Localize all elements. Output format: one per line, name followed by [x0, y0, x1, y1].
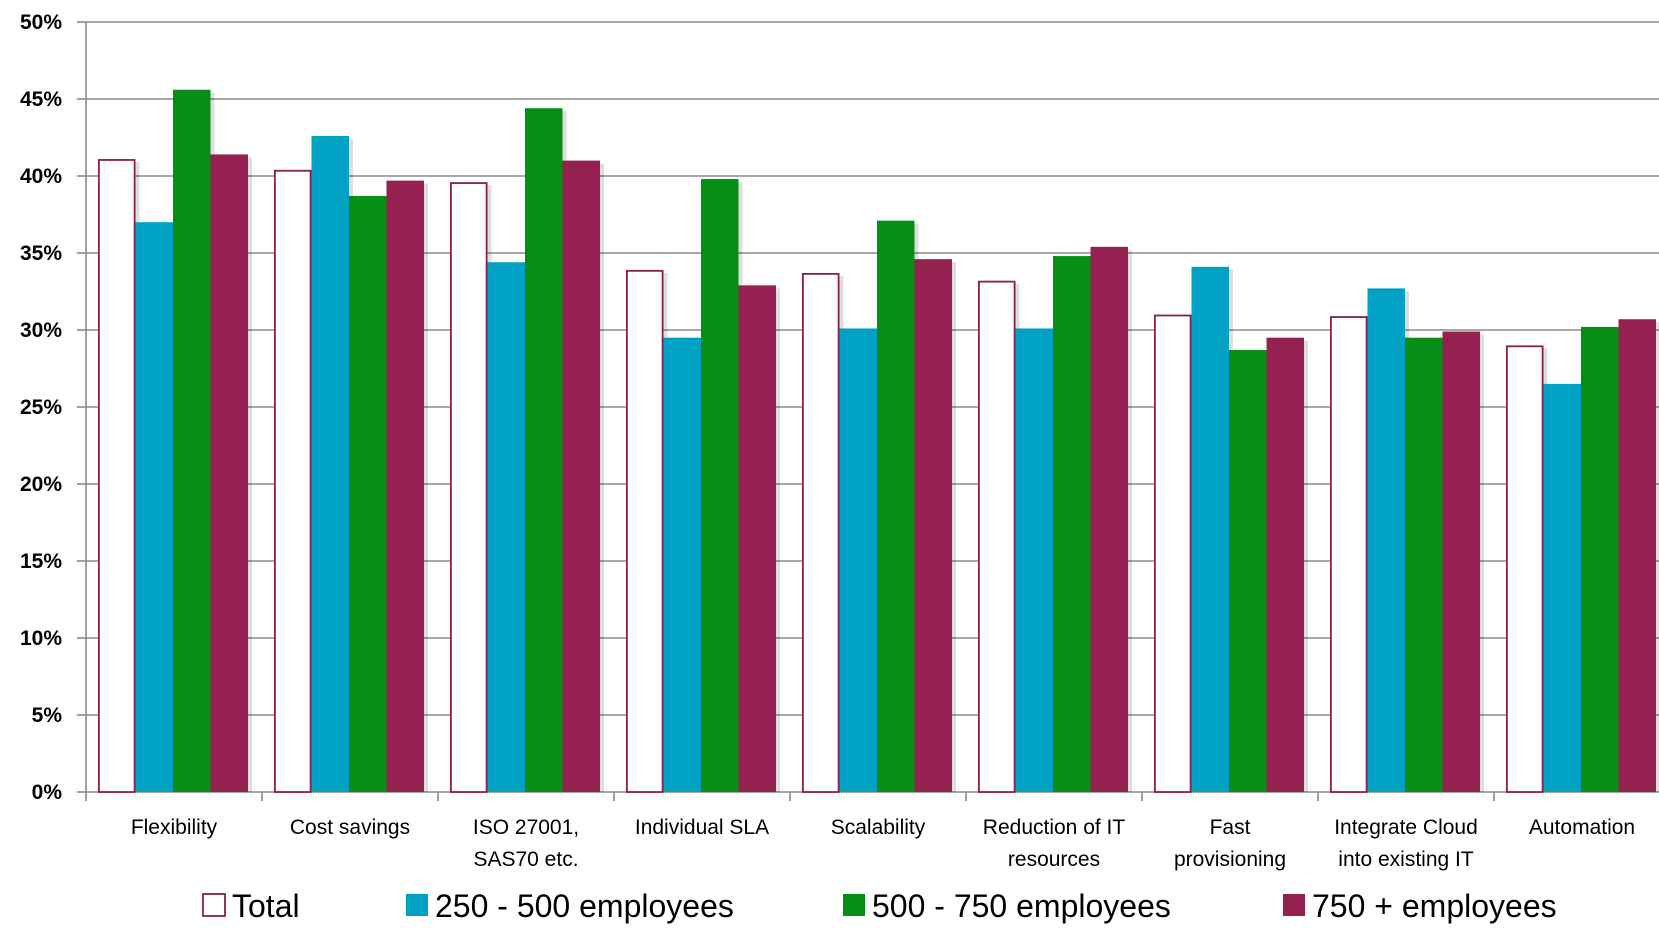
bar-750-employees: [386, 180, 424, 792]
bar-total: [978, 280, 1016, 793]
y-tick-label: 10%: [20, 627, 62, 650]
y-tick-label: 50%: [20, 11, 62, 34]
x-tick-label: Automation: [1529, 816, 1635, 839]
legend-swatch: [1283, 894, 1305, 916]
legend: Total 250 - 500 employees 500 - 750 employ…: [202, 888, 1557, 924]
x-tick-label: Reduction of IT resources: [983, 816, 1126, 871]
bar-total: [802, 273, 840, 793]
x-tick-label: Integrate Cloud into existing IT: [1334, 816, 1478, 871]
bar-500-750-employees: [1053, 256, 1091, 793]
bar-250-500-employees: [1015, 328, 1053, 792]
bar-total: [98, 159, 136, 793]
bar-250-500-employees: [311, 135, 349, 792]
bar-500-750-employees: [877, 220, 915, 792]
x-tick-label: Cost savings: [290, 816, 410, 839]
x-axis: Flexibility Cost savings ISO 27001, SAS70 e…: [85, 791, 1659, 871]
y-tick-label: 25%: [20, 396, 62, 419]
y-tick-label: 0%: [32, 781, 63, 804]
bar-750-employees: [562, 160, 600, 793]
bar-250-500-employees: [135, 222, 173, 792]
x-tick-label: Fast provisioning: [1174, 816, 1286, 871]
x-tick-label: Scalability: [831, 816, 926, 839]
y-axis: 0% 5% 10% 15% 20% 25% 30% 35% 40% 45% 50%: [20, 11, 87, 804]
bar-500-750-employees: [1229, 350, 1267, 792]
bar-750-employees: [738, 285, 776, 792]
x-tick-label: Individual SLA: [635, 816, 769, 839]
legend-label: 750 + employees: [1312, 888, 1557, 924]
bar-250-500-employees: [1367, 288, 1405, 792]
bar-750-employees: [210, 154, 248, 792]
bar-total: [1330, 316, 1368, 793]
bar-500-750-employees: [173, 89, 211, 792]
y-tick-label: 15%: [20, 550, 62, 573]
bar-750-employees: [1090, 246, 1128, 793]
bar-250-500-employees: [1191, 266, 1229, 792]
y-tick-label: 45%: [20, 88, 62, 111]
bar-500-750-employees: [1581, 326, 1619, 792]
legend-label: 500 - 750 employees: [872, 888, 1171, 924]
bar-500-750-employees: [701, 179, 739, 792]
bar-250-500-employees: [663, 337, 701, 792]
legend-swatch: [202, 893, 226, 917]
bar-500-750-employees: [349, 196, 387, 792]
bar-500-750-employees: [525, 108, 563, 793]
bar-750-employees: [1442, 331, 1480, 792]
legend-label: Total: [232, 888, 300, 924]
legend-swatch: [406, 894, 428, 916]
bar-total: [273, 169, 312, 793]
legend-swatch: [843, 894, 865, 916]
bar-250-500-employees: [839, 328, 877, 792]
legend-label: 250 - 500 employees: [435, 888, 734, 924]
y-tick-label: 40%: [20, 165, 62, 188]
bar-total: [1154, 314, 1192, 793]
bar-total: [449, 182, 488, 793]
bar-total: [1506, 345, 1544, 793]
bar-total: [626, 269, 664, 793]
x-tick-label: Flexibility: [131, 816, 218, 839]
bars: [98, 89, 1659, 793]
y-tick-label: 35%: [20, 242, 62, 265]
bar-250-500-employees: [1543, 383, 1581, 792]
bar-750-employees: [1266, 337, 1304, 792]
bar-500-750-employees: [1405, 337, 1443, 792]
y-tick-label: 30%: [20, 319, 62, 342]
bar-750-employees: [914, 259, 952, 792]
bar-750-employees: [1618, 319, 1656, 792]
x-tick-label: ISO 27001, SAS70 etc.: [473, 816, 579, 871]
y-tick-label: 20%: [20, 473, 62, 496]
y-tick-label: 5%: [32, 704, 63, 727]
bar-250-500-employees: [487, 262, 525, 792]
